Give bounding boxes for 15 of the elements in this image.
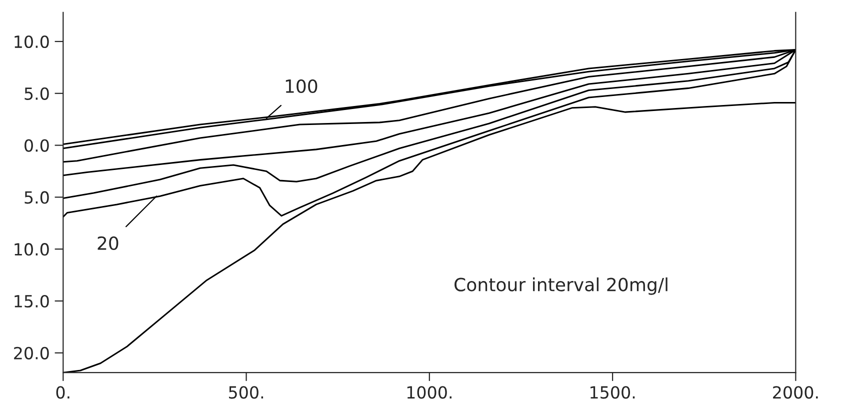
y-tick-label: 0.0 bbox=[24, 139, 49, 152]
y-tick-label: 15.0 bbox=[14, 294, 49, 308]
x-tick-label: 1500. bbox=[590, 386, 635, 399]
annotation: 100 bbox=[286, 79, 318, 93]
annotation: 20 bbox=[98, 236, 118, 250]
y-tick-label: 10.0 bbox=[14, 243, 49, 256]
x-tick-label: 0. bbox=[56, 386, 70, 399]
x-tick-label: 1000. bbox=[407, 386, 452, 399]
x-tick-label: 500. bbox=[229, 386, 264, 399]
annotation: Contour interval 20mg/l bbox=[454, 277, 668, 295]
y-tick-label: 5.0 bbox=[24, 87, 49, 100]
y-tick-label: 10.0 bbox=[14, 35, 49, 48]
y-tick-label: 20.0 bbox=[14, 346, 49, 360]
x-tick-label: 2000. bbox=[773, 386, 818, 399]
y-tick-label: 5.0 bbox=[24, 191, 49, 204]
